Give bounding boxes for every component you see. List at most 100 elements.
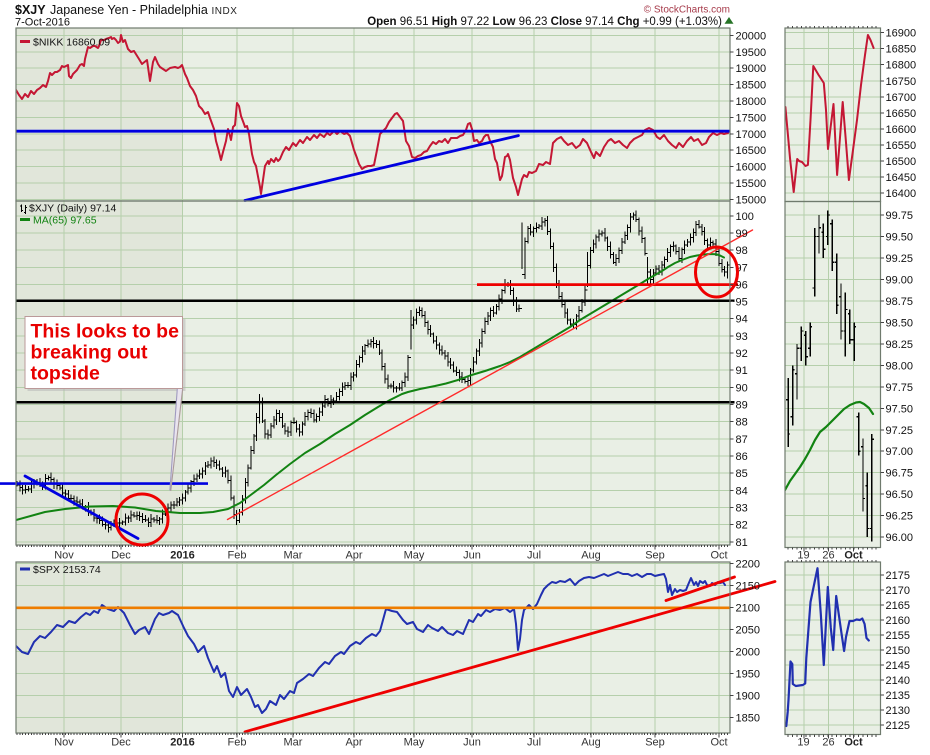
svg-text:© StockCharts.com: © StockCharts.com xyxy=(644,5,730,16)
svg-text:May: May xyxy=(404,550,425,562)
svg-text:2160: 2160 xyxy=(886,615,910,627)
svg-text:2125: 2125 xyxy=(886,720,910,732)
svg-text:Apr: Apr xyxy=(345,550,362,562)
svg-text:99.75: 99.75 xyxy=(886,210,914,222)
svg-text:16900: 16900 xyxy=(886,28,917,40)
svg-text:97.25: 97.25 xyxy=(886,425,914,437)
svg-text:$XJY (Daily) 97.14: $XJY (Daily) 97.14 xyxy=(29,203,117,215)
svg-text:16750: 16750 xyxy=(886,76,917,88)
svg-text:Japanese Yen - Philadelphia: Japanese Yen - Philadelphia xyxy=(50,3,208,17)
svg-text:2140: 2140 xyxy=(886,675,910,687)
svg-text:17500: 17500 xyxy=(736,112,767,124)
svg-text:90: 90 xyxy=(736,382,748,394)
svg-text:97.75: 97.75 xyxy=(886,382,914,394)
svg-text:Jul: Jul xyxy=(527,737,541,749)
svg-text:84: 84 xyxy=(736,485,748,497)
svg-text:99.00: 99.00 xyxy=(886,274,914,286)
svg-text:1850: 1850 xyxy=(736,713,760,725)
svg-text:Sep: Sep xyxy=(645,737,665,749)
svg-text:95: 95 xyxy=(736,297,748,309)
svg-text:Open 96.51 High 97.22 Low 96.2: Open 96.51 High 97.22 Low 96.23 Close 97… xyxy=(367,16,722,28)
svg-text:2150: 2150 xyxy=(886,645,910,657)
svg-text:2000: 2000 xyxy=(736,647,760,659)
svg-text:26: 26 xyxy=(822,737,834,749)
svg-text:2150: 2150 xyxy=(736,581,760,593)
svg-text:86: 86 xyxy=(736,451,748,463)
svg-text:2155: 2155 xyxy=(886,630,910,642)
svg-text:96.25: 96.25 xyxy=(886,511,914,523)
svg-text:1950: 1950 xyxy=(736,669,760,681)
svg-text:2170: 2170 xyxy=(886,585,910,597)
svg-text:99: 99 xyxy=(736,228,748,240)
svg-text:91: 91 xyxy=(736,365,748,377)
svg-text:88: 88 xyxy=(736,417,748,429)
svg-text:26: 26 xyxy=(822,550,834,562)
svg-text:2050: 2050 xyxy=(736,625,760,637)
svg-text:Oct: Oct xyxy=(710,737,727,749)
svg-text:17000: 17000 xyxy=(736,129,767,141)
svg-text:96.00: 96.00 xyxy=(886,532,914,544)
svg-text:97.50: 97.50 xyxy=(886,403,914,415)
svg-text:2130: 2130 xyxy=(886,705,910,717)
svg-text:2175: 2175 xyxy=(886,570,910,582)
svg-text:82: 82 xyxy=(736,520,748,532)
svg-text:18500: 18500 xyxy=(736,80,767,92)
svg-text:Aug: Aug xyxy=(581,550,601,562)
svg-text:96: 96 xyxy=(736,279,748,291)
svg-text:2016: 2016 xyxy=(170,737,194,749)
svg-text:16500: 16500 xyxy=(886,156,917,168)
svg-text:87: 87 xyxy=(736,434,748,446)
svg-text:7-Oct-2016: 7-Oct-2016 xyxy=(15,17,70,29)
svg-text:1900: 1900 xyxy=(736,691,760,703)
svg-text:15000: 15000 xyxy=(736,194,767,206)
svg-text:2135: 2135 xyxy=(886,690,910,702)
svg-text:99.25: 99.25 xyxy=(886,253,914,265)
svg-text:2200: 2200 xyxy=(736,559,760,571)
svg-text:16850: 16850 xyxy=(886,44,917,56)
svg-text:19500: 19500 xyxy=(736,47,767,59)
svg-text:98.25: 98.25 xyxy=(886,339,914,351)
svg-text:83: 83 xyxy=(736,503,748,515)
svg-text:Apr: Apr xyxy=(345,737,362,749)
svg-text:$XJY: $XJY xyxy=(15,3,46,17)
svg-text:92: 92 xyxy=(736,348,748,360)
svg-text:Mar: Mar xyxy=(284,550,303,562)
svg-text:Dec: Dec xyxy=(111,550,131,562)
svg-text:99.50: 99.50 xyxy=(886,232,914,244)
svg-text:Mar: Mar xyxy=(284,737,303,749)
svg-text:This looks to be: This looks to be xyxy=(31,321,180,343)
svg-text:98.00: 98.00 xyxy=(886,360,914,372)
svg-text:98.75: 98.75 xyxy=(886,296,914,308)
svg-text:$SPX 2153.74: $SPX 2153.74 xyxy=(33,564,101,576)
svg-text:$NIKK 16860.09: $NIKK 16860.09 xyxy=(33,37,110,49)
svg-text:16650: 16650 xyxy=(886,108,917,120)
svg-text:Feb: Feb xyxy=(228,550,247,562)
svg-text:100: 100 xyxy=(736,211,754,223)
svg-text:16600: 16600 xyxy=(886,124,917,136)
svg-text:97.00: 97.00 xyxy=(886,446,914,458)
svg-text:98: 98 xyxy=(736,245,748,257)
svg-text:Jul: Jul xyxy=(527,550,541,562)
svg-text:19: 19 xyxy=(797,550,809,562)
svg-text:94: 94 xyxy=(736,314,748,326)
svg-text:89: 89 xyxy=(736,400,748,412)
svg-text:Nov: Nov xyxy=(54,550,74,562)
svg-text:15500: 15500 xyxy=(736,178,767,190)
svg-text:Oct: Oct xyxy=(844,550,863,562)
svg-text:topside: topside xyxy=(31,363,100,385)
svg-text:Aug: Aug xyxy=(581,737,601,749)
svg-text:81: 81 xyxy=(736,537,748,549)
svg-text:Oct: Oct xyxy=(844,737,863,749)
svg-text:18000: 18000 xyxy=(736,96,767,108)
svg-text:16700: 16700 xyxy=(886,92,917,104)
svg-text:96.75: 96.75 xyxy=(886,468,914,480)
svg-text:2016: 2016 xyxy=(170,550,194,562)
svg-text:16000: 16000 xyxy=(736,162,767,174)
svg-text:85: 85 xyxy=(736,468,748,480)
svg-text:16400: 16400 xyxy=(886,188,917,200)
svg-text:Jun: Jun xyxy=(463,737,481,749)
svg-text:May: May xyxy=(404,737,425,749)
svg-text:2165: 2165 xyxy=(886,600,910,612)
svg-text:2145: 2145 xyxy=(886,660,910,672)
svg-text:16800: 16800 xyxy=(886,60,917,72)
